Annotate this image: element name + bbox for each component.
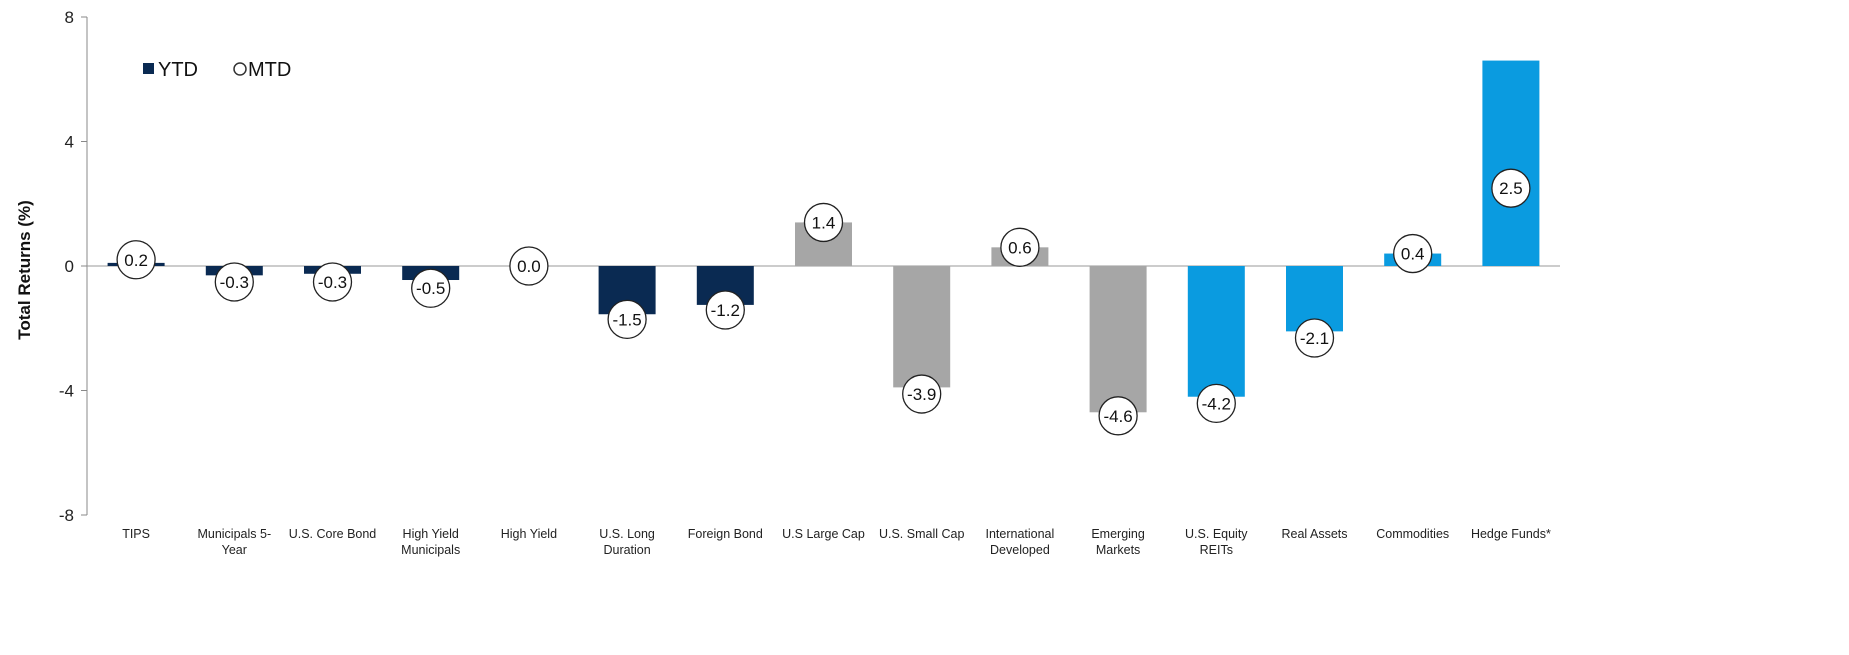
y-tick-label: 0 [65,257,74,276]
category-label: Real Assets [1281,527,1347,541]
mtd-marker [1000,227,1040,267]
mtd-value-label: -2.1 [1300,329,1329,348]
y-tick-label: 8 [65,8,74,27]
ytd-bar [893,266,951,388]
mtd-value-label: 0.4 [1401,245,1425,264]
legend-ytd-label: YTD [158,59,198,81]
category-label: U.S Large Cap [782,527,865,541]
mtd-marker [1491,168,1531,208]
mtd-marker [214,262,254,302]
category-label: TIPS [122,527,150,541]
mtd-value-label: -4.6 [1103,407,1132,426]
y-tick-label: -4 [59,382,74,401]
category-label: Municipals [401,543,460,557]
category-label: U.S. Equity [1185,527,1248,541]
mtd-value-label: 0.2 [124,251,148,270]
mtd-value-label: -0.3 [318,273,347,292]
mtd-value-label: -0.5 [416,279,445,298]
category-label: REITs [1200,543,1233,557]
mtd-value-label: -1.5 [612,310,641,329]
category-label: Foreign Bond [688,527,763,541]
category-label: U.S. Long [599,527,655,541]
mtd-marker [411,268,451,308]
category-label: U.S. Core Bond [289,527,377,541]
category-label: Emerging [1091,527,1145,541]
mtd-marker [116,240,156,280]
category-label: Markets [1096,543,1140,557]
legend-mtd-marker [233,62,247,76]
category-label: Year [222,543,247,557]
category-label: Hedge Funds* [1471,527,1551,541]
category-label: High Yield [501,527,557,541]
mtd-value-label: -1.2 [711,301,740,320]
legend-mtd-label: MTD [248,59,291,81]
category-label: Duration [603,543,650,557]
mtd-value-label: 0.0 [517,257,541,276]
mtd-value-label: -3.9 [907,385,936,404]
category-label: Commodities [1376,527,1449,541]
mtd-marker [1393,233,1433,274]
mtd-marker [607,299,647,339]
y-axis-label: Total Returns (%) [15,200,34,339]
ytd-bar [1482,60,1540,267]
mtd-value-label: -4.2 [1202,394,1231,413]
mtd-value-label: 1.4 [812,213,836,232]
mtd-markers: 0.2 -0.3 -0.3 -0.5 0.0 -1.5 -1.2 1.4 -3.9 0.6 -4.6… [116,168,1531,436]
mtd-marker [509,246,549,286]
mtd-marker [1294,318,1335,358]
category-label: Municipals 5- [197,527,271,541]
mtd-value-label: -0.3 [220,273,249,292]
category-label: Developed [990,543,1050,557]
mtd-marker [705,290,745,330]
mtd-value-label: 2.5 [1499,179,1523,198]
category-label: U.S. Small Cap [879,527,964,541]
ytd-bar [1089,266,1147,413]
mtd-marker [312,262,353,302]
ytd-bar [1187,266,1245,397]
legend: YTD MTD [143,59,291,81]
mtd-marker [1098,396,1138,436]
category-labels: TIPS Municipals 5- Year U.S. Core Bond High … [122,527,1551,557]
y-tick-label: -8 [59,506,74,525]
mtd-marker [902,374,942,414]
mtd-value-label: 0.6 [1008,238,1032,257]
mtd-marker [803,202,844,243]
category-label: International [985,527,1054,541]
category-label: High Yield [403,527,459,541]
mtd-marker [1196,383,1236,424]
y-tick-label: 4 [65,133,74,152]
legend-ytd-marker [143,63,154,74]
